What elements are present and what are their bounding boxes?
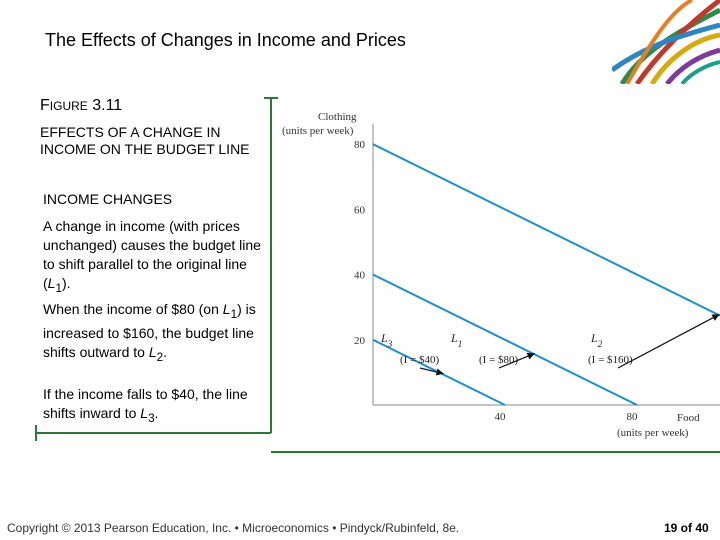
explanation-paragraph-1: A change in income (with prices unchange…	[43, 218, 261, 295]
y-tick-label: 20	[354, 335, 366, 347]
x-tick-label: 80	[627, 411, 639, 423]
series-label-l2: L2	[590, 331, 603, 349]
slide-frame-lines	[35, 97, 720, 453]
y-axis-title-line2: (units per week)	[282, 125, 354, 137]
series-label-l1: L1	[450, 331, 462, 349]
explanation-paragraph-3: If the income falls to $40, the line shi…	[43, 386, 248, 425]
y-tick-label: 40	[354, 270, 366, 282]
x-tick-label: 40	[495, 411, 507, 423]
y-tick-label: 60	[354, 204, 366, 216]
annotation-arrow	[617, 313, 720, 369]
annotation-arrow	[419, 367, 444, 376]
x-axis-title-line1: Food	[677, 412, 700, 424]
budget-line-l2	[372, 143, 720, 317]
decorative-cables-image	[612, 0, 720, 84]
copyright-footer: Copyright © 2013 Pearson Education, Inc.…	[7, 521, 460, 535]
y-axis-title-line1: Clothing	[318, 111, 357, 123]
page-number: 19 of 40	[664, 521, 709, 535]
income-annotation: (I = $80)	[479, 354, 519, 366]
annotation-arrow	[498, 352, 535, 369]
section-subheading: INCOME CHANGES	[43, 191, 173, 207]
x-axis-title-line2: (units per week)	[617, 427, 689, 439]
slide-title: The Effects of Changes in Income and Pri…	[45, 30, 406, 50]
budget-line-l1	[372, 273, 638, 406]
figure-caption: EFFECTS OF A CHANGE IN INCOME ON THE BUD…	[40, 124, 250, 157]
y-tick-label: 80	[354, 139, 366, 151]
explanation-paragraph-2: When the income of $80 (on L1) is increa…	[43, 301, 256, 364]
income-annotation: (I = $160)	[588, 354, 633, 366]
figure-label: FIGURE 3.11	[40, 97, 123, 114]
income-annotation: (I = $40)	[400, 354, 440, 366]
